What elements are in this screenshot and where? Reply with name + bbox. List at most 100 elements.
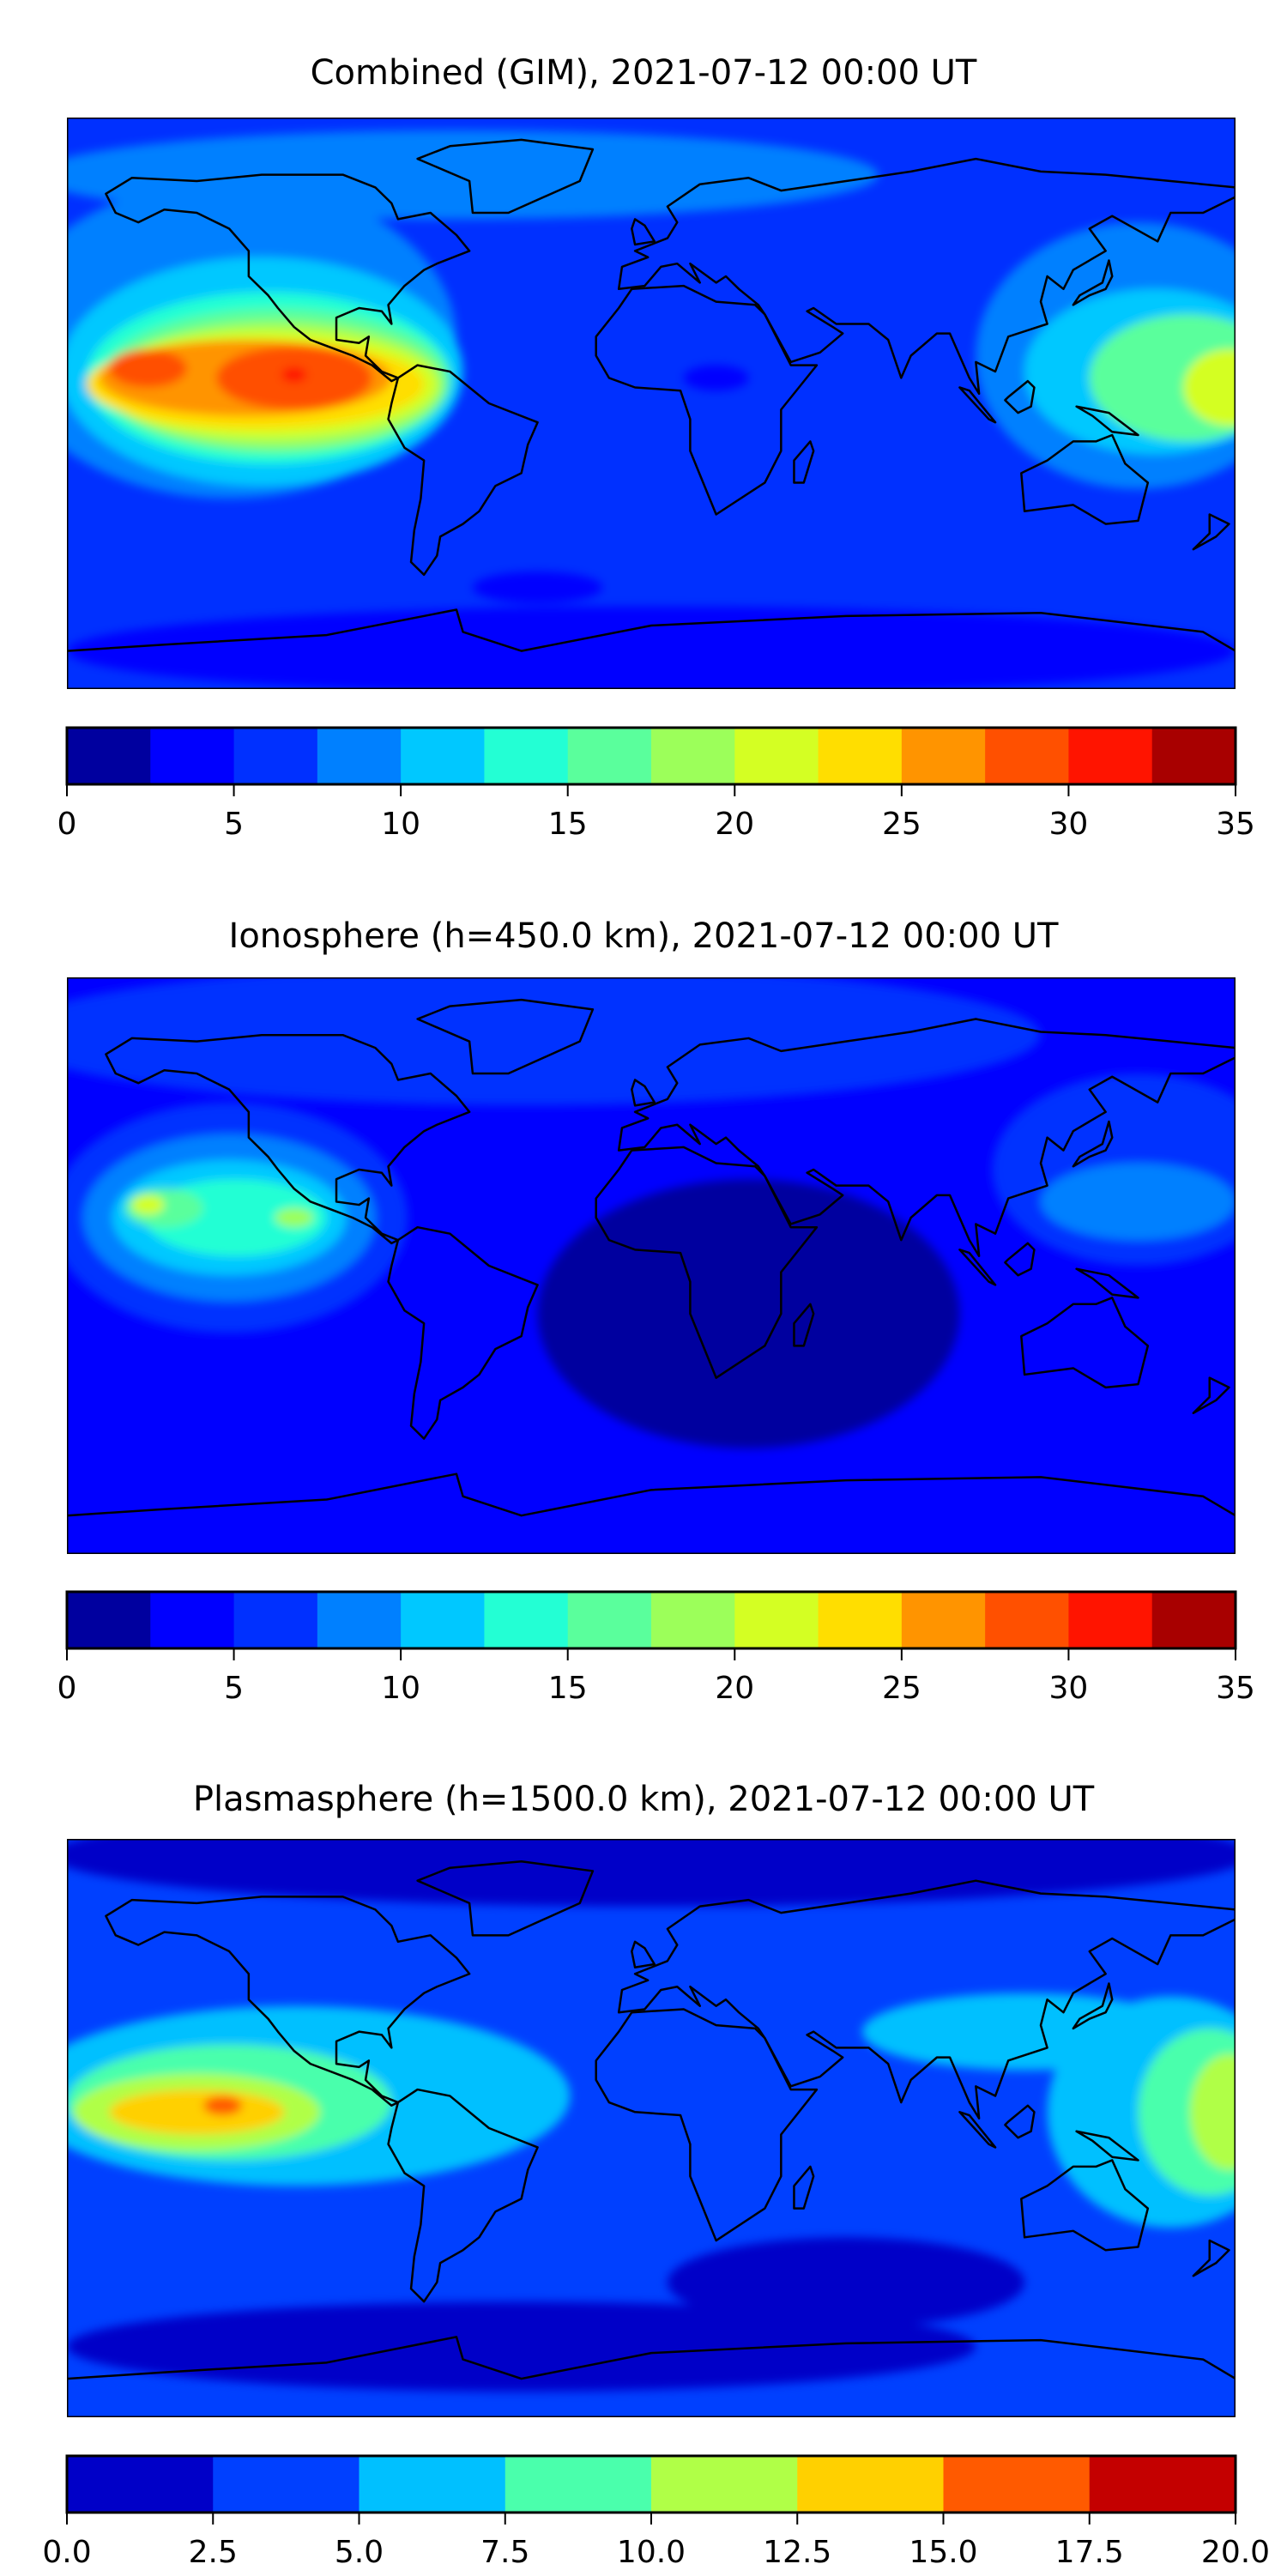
coastline-japan <box>1073 261 1112 305</box>
field-contour-region <box>67 977 1041 1106</box>
colorbar-segment <box>233 1592 318 1648</box>
coastline-antarctica <box>67 610 1236 651</box>
field-contour-region <box>67 1839 1236 1907</box>
coastline-eurasia <box>619 1881 1236 2119</box>
colorbar-tick-label: 5 <box>224 1671 244 1706</box>
coastline-borneo <box>1005 2106 1034 2138</box>
coastline-greenland <box>418 140 593 213</box>
coastline-uk <box>631 1942 654 1968</box>
field-contour-region <box>1190 2053 1236 2170</box>
coastline-australia <box>1021 435 1148 524</box>
colorbar-tick-label: 15 <box>548 807 588 842</box>
field-contour-region <box>67 2301 976 2392</box>
colorbar-segment <box>901 728 986 784</box>
field-contour-region <box>472 571 603 604</box>
colorbar-segment <box>67 728 151 784</box>
colorbar-tick-label: 10 <box>381 807 420 842</box>
coastline-new-guinea <box>1077 2132 1139 2161</box>
plasmasphere-map <box>67 1839 1236 2417</box>
field-contour-region <box>109 2089 285 2135</box>
colorbar-tick-label: 0 <box>57 1671 77 1706</box>
field-contour-region <box>667 2237 1025 2328</box>
colorbar-segment <box>150 728 235 784</box>
coastline-north-america <box>106 175 469 382</box>
coastline-japan <box>1073 1122 1112 1166</box>
colorbar-segment <box>567 728 652 784</box>
colorbar-tick-label: 5.0 <box>335 2535 384 2570</box>
colorbar-tick-label: 30 <box>1049 807 1089 842</box>
colorbar-segment <box>484 728 569 784</box>
colorbar-tick-label: 25 <box>882 1671 921 1706</box>
coastline-new-zealand <box>1193 2240 1230 2276</box>
ionosphere-colorbar: 0 5 10 15 20 25 30 35 <box>57 1590 1255 1706</box>
combined-map <box>67 118 1236 689</box>
ionosphere-title: Ionosphere (h=450.0 km), 2021-07-12 00:0… <box>228 916 1059 956</box>
colorbar-segment <box>359 2456 506 2513</box>
coastline-borneo <box>1005 381 1034 413</box>
colorbar-frame <box>65 726 1237 786</box>
coastline-north-america <box>106 1896 469 2105</box>
colorbar-segment <box>797 2456 944 2513</box>
colorbar-segment <box>651 2456 798 2513</box>
colorbar-frame <box>65 1590 1237 1650</box>
colorbar-segment <box>943 2456 1091 2513</box>
coastline-new-zealand <box>1193 515 1230 550</box>
colorbar-tick-label: 17.5 <box>1055 2535 1124 2570</box>
colorbar-tick-label: 15 <box>548 1671 588 1706</box>
coastline-africa <box>596 2009 817 2240</box>
colorbar-segment <box>213 2456 360 2513</box>
coastline-new-guinea <box>1077 407 1139 435</box>
coastline-africa <box>596 286 817 514</box>
colorbar-tick-label: 35 <box>1216 807 1255 842</box>
field-contour-region <box>281 366 307 383</box>
colorbar-tick-label: 15.0 <box>909 2535 977 2570</box>
colorbar-segment <box>651 728 735 784</box>
colorbar-segment <box>1068 1592 1153 1648</box>
colorbar-segment <box>1151 1592 1236 1648</box>
field-contour-region <box>275 1207 314 1228</box>
plasmasphere-colorbar: 0.0 2.5 5.0 7.5 10.0 12.5 15.0 17.5 20.0 <box>42 2454 1270 2570</box>
field-contour-region <box>109 349 187 388</box>
coastline-antarctica <box>67 2337 1236 2379</box>
field-contour-region <box>131 1194 165 1215</box>
colorbar-segment <box>505 2456 652 2513</box>
colorbar-segment <box>1068 728 1153 784</box>
colorbar-segment <box>484 1592 569 1648</box>
coastline-madagascar <box>794 2167 813 2209</box>
colorbar-tick-label: 10.0 <box>617 2535 686 2570</box>
colorbar-segment <box>901 1592 986 1648</box>
coastline-australia <box>1021 1297 1148 1388</box>
coastline-greenland <box>418 1000 593 1073</box>
colorbar-segment <box>317 728 402 784</box>
coastline-new-guinea <box>1077 1269 1139 1298</box>
colorbar-tick-label: 20 <box>715 807 754 842</box>
colorbar-segment <box>150 1592 235 1648</box>
field-contour-region <box>67 606 1236 689</box>
coastline-australia <box>1021 2160 1148 2250</box>
coastline-madagascar <box>794 1304 813 1346</box>
coastline-north-america <box>106 1035 469 1243</box>
colorbar-tick-label: 2.5 <box>189 2535 238 2570</box>
colorbar-segment <box>651 1592 735 1648</box>
coastline-south-america <box>389 366 538 575</box>
colorbar-segment <box>734 728 819 784</box>
coastline-africa <box>596 1147 817 1378</box>
colorbar-segment <box>233 728 318 784</box>
colorbar-segment <box>1089 2456 1236 2513</box>
coastline-eurasia <box>619 159 1236 394</box>
coastline-sumatra <box>959 388 995 423</box>
colorbar-segment <box>985 1592 1069 1648</box>
colorbar-segment <box>67 2456 214 2513</box>
colorbar-segment <box>401 1592 485 1648</box>
colorbar-tick-label: 35 <box>1216 1671 1255 1706</box>
coastline-uk <box>631 219 654 245</box>
ionosphere-map <box>67 977 1236 1554</box>
colorbar-tick-label: 25 <box>882 807 921 842</box>
colorbar-segment <box>1151 728 1236 784</box>
coastline-antarctica <box>67 1474 1236 1516</box>
coastline-new-zealand <box>1193 1378 1230 1413</box>
colorbar-tick-label: 20.0 <box>1201 2535 1270 2570</box>
combined-title: Combined (GIM), 2021-07-12 00:00 UT <box>310 53 977 93</box>
colorbar-segment <box>985 728 1069 784</box>
colorbar-tick-label: 7.5 <box>480 2535 529 2570</box>
